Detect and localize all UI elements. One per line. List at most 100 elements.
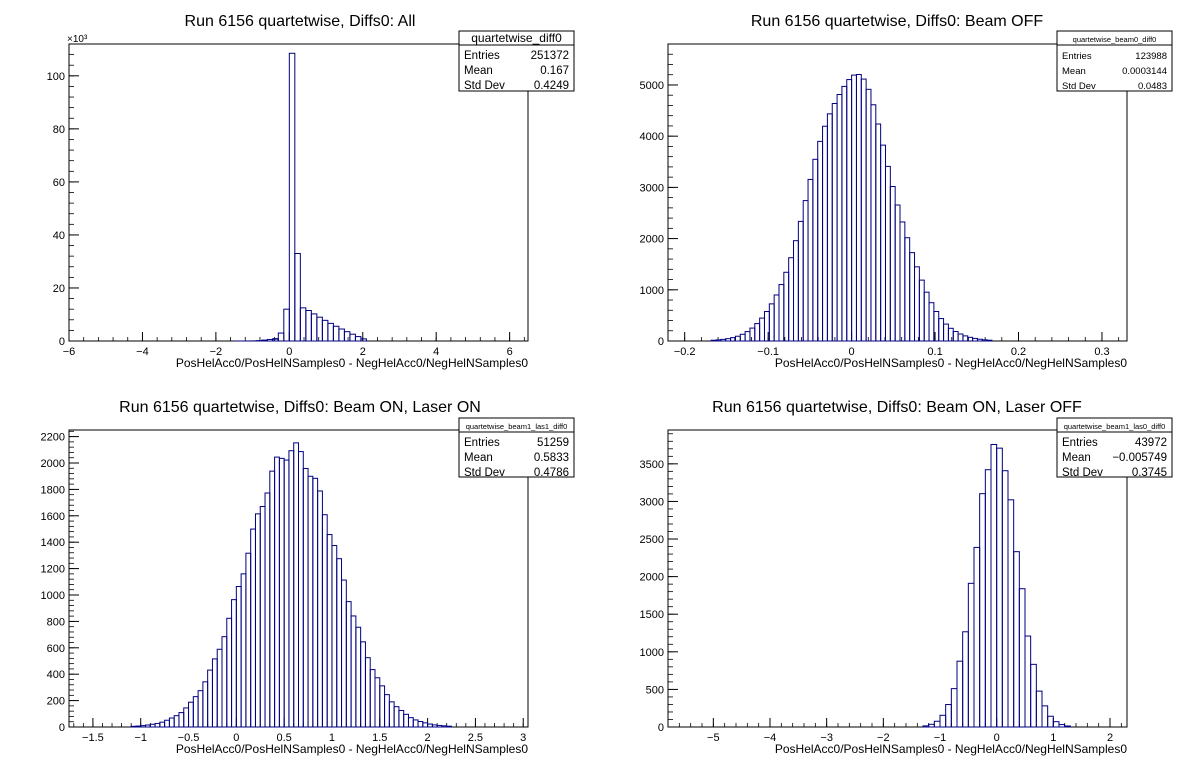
stats-row-label: Mean	[464, 65, 493, 77]
y-tick-label: 500	[646, 684, 664, 696]
y-tick-label: 1600	[41, 511, 65, 523]
x-tick-label: 2.5	[468, 732, 483, 744]
stats-name: quartetwise_diff0	[471, 31, 562, 45]
histogram-bin	[338, 328, 345, 342]
y-tick-label: 60	[53, 177, 65, 189]
stats-row-label: Std Dev	[1062, 81, 1096, 92]
histogram-panel-3: Run 6156 quartetwise, Diffs0: Beam ON, L…	[41, 399, 575, 756]
histogram-bin	[914, 266, 920, 342]
chart-title: Run 6156 quartetwise, Diffs0: All	[185, 13, 416, 30]
histogram-bin	[715, 339, 722, 342]
histogram-bin	[250, 528, 256, 728]
x-tick-label: −1	[934, 732, 947, 744]
stats-name: quartetwise_beam0_diff0	[1073, 35, 1157, 44]
histogram-bin	[326, 534, 333, 728]
histogram-bin	[962, 631, 969, 728]
stats-row-value: 43972	[1135, 437, 1167, 449]
y-tick-label: 3500	[640, 459, 664, 471]
histogram-bin	[939, 714, 947, 728]
histogram-bin	[355, 626, 362, 728]
histogram-bin	[826, 113, 833, 342]
histogram-bin	[846, 79, 853, 342]
x-tick-label: −4	[136, 346, 149, 358]
histogram-bin	[168, 717, 175, 728]
x-tick-label: −0.5	[178, 732, 200, 744]
histogram-bin	[855, 74, 862, 342]
histogram-bin	[986, 339, 993, 342]
histogram-bin	[831, 103, 838, 342]
histogram-bin	[231, 599, 237, 728]
histogram-bin	[261, 339, 268, 342]
histogram-bin	[302, 467, 309, 728]
stats-row-value: 0.5833	[534, 452, 569, 464]
histogram-bin	[288, 450, 295, 728]
stats-row-value: 251372	[531, 50, 569, 62]
stats-box: quartetwise_diff0 Entries 251372 Mean 0.167 S…	[458, 30, 575, 92]
y-tick-label: 2000	[640, 234, 664, 246]
histogram-bin	[349, 333, 356, 342]
x-tick-label: 4	[433, 346, 439, 358]
stats-row-label: Std Dev	[464, 80, 505, 92]
histogram-bin	[972, 337, 978, 342]
y-tick-label: 1000	[640, 647, 664, 659]
histogram-bin	[202, 681, 209, 728]
histogram-bin	[875, 123, 882, 342]
histogram-bin	[817, 140, 824, 342]
histogram-bin	[164, 719, 170, 728]
x-tick-label: 1	[1050, 732, 1056, 744]
histogram-bin	[427, 723, 433, 728]
y-tick-label: 1800	[41, 484, 65, 496]
histogram-bin	[744, 331, 751, 342]
histogram-bin	[379, 685, 386, 728]
y-tick-label: 2500	[640, 534, 664, 546]
histogram-bin	[183, 707, 190, 728]
histogram-bin	[793, 240, 799, 342]
histogram-bin	[130, 725, 137, 728]
y-tick-label: 400	[47, 669, 65, 681]
histogram-bin	[278, 457, 285, 728]
x-tick-label: −1.5	[82, 732, 104, 744]
x-tick-label: 0.3	[1094, 346, 1109, 358]
histogram-bin	[1007, 499, 1015, 728]
histogram-bin	[154, 722, 161, 728]
histogram-bin	[272, 338, 279, 342]
x-axis-label: PosHelAcc0/PosHelNSamples0 - NegHelAcc0/…	[775, 356, 1127, 370]
chart-title: Run 6156 quartetwise, Diffs0: Beam ON, L…	[119, 399, 481, 416]
x-tick-label: −0.1	[757, 346, 779, 358]
histogram-bin	[343, 331, 351, 342]
stats-row-label: Entries	[1062, 437, 1098, 449]
histogram-bin	[316, 316, 323, 342]
histogram-bin	[950, 688, 958, 728]
x-tick-label: 6	[507, 346, 513, 358]
stats-row-label: Entries	[464, 437, 500, 449]
stats-box: quartetwise_beam1_las0_diff0 Entries 43972…	[1056, 417, 1173, 479]
histogram-bin	[734, 335, 741, 342]
histogram-bin	[283, 308, 290, 342]
stats-row-label: Std Dev	[1062, 467, 1103, 479]
histogram-bin	[197, 690, 204, 728]
y-tick-label: 2000	[640, 572, 664, 584]
histogram-bin	[354, 336, 362, 342]
x-tick-label: −3	[820, 732, 833, 744]
y-tick-label: 0	[658, 722, 664, 734]
histogram-bin	[283, 459, 290, 728]
histogram-bin	[909, 252, 916, 342]
stats-row-value: 51259	[537, 437, 569, 449]
x-axis-label: PosHelAcc0/PosHelNSamples0 - NegHelAcc0/…	[775, 742, 1127, 756]
histogram-bin	[226, 617, 233, 728]
histogram-bin	[928, 723, 935, 728]
histogram-bin	[266, 338, 274, 342]
stats-row-label: Mean	[464, 452, 493, 464]
histogram-bin	[149, 723, 156, 728]
stats-box: quartetwise_beam1_las1_diff0 Entries 51259…	[458, 417, 575, 479]
x-tick-label: −2	[210, 346, 223, 358]
x-tick-label: −4	[764, 732, 777, 744]
histogram-bin	[979, 493, 986, 728]
x-tick-label: −0.2	[674, 346, 696, 358]
histogram-bin	[884, 165, 891, 342]
histogram-bin	[235, 586, 242, 728]
y-tick-label: 1200	[41, 564, 65, 576]
histogram-bin	[962, 335, 969, 342]
histogram-bin	[797, 220, 804, 342]
histogram-bin	[293, 442, 299, 728]
